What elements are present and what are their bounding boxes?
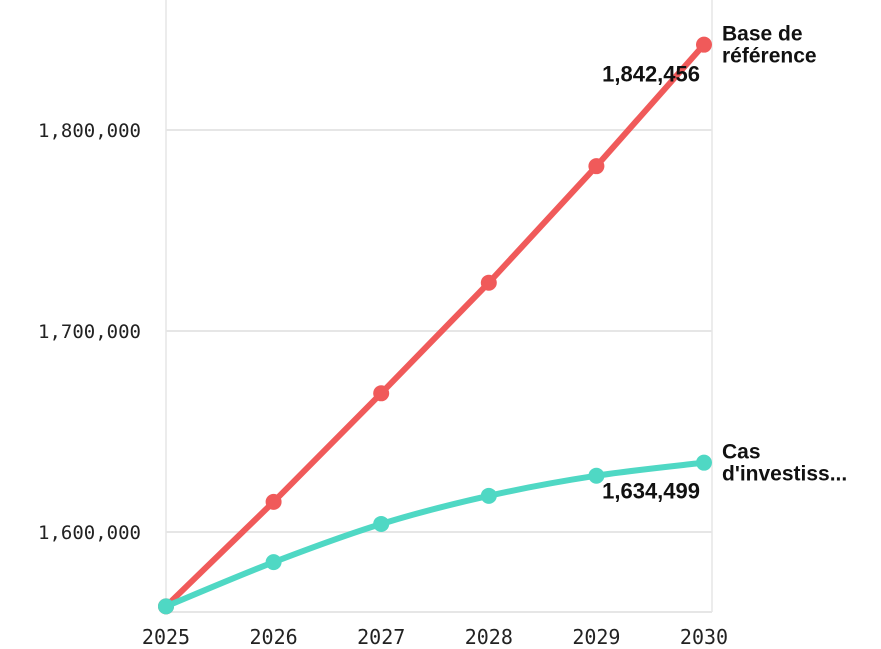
- data-point: [696, 454, 712, 471]
- y-tick-label: 1,600,000: [38, 522, 141, 544]
- labels-group: Base de référence 1,842,456 Cas d'investiss.…: [602, 23, 847, 504]
- x-tick-label: 2030: [680, 625, 728, 649]
- series-name-label: Base de référence: [722, 23, 817, 68]
- x-tick-label: 2025: [142, 625, 190, 649]
- data-point: [373, 515, 390, 532]
- x-tick-label: 2028: [465, 625, 513, 649]
- data-point: [265, 493, 282, 510]
- data-point: [588, 158, 605, 175]
- y-tick-label: 1,700,000: [38, 321, 141, 343]
- x-tick-label: 2027: [357, 625, 405, 649]
- y-tick-label: 1,800,000: [38, 120, 141, 142]
- axes: 1,600,000 1,700,000 1,800,000 2025 2026 2027 2…: [38, 120, 728, 649]
- x-tick-label: 2029: [572, 625, 620, 649]
- data-point: [588, 467, 605, 484]
- series-value-label: 1,842,456: [602, 62, 700, 87]
- series-group: [158, 36, 712, 615]
- data-point: [480, 274, 497, 291]
- series-line: [163, 459, 707, 610]
- data-point: [373, 385, 390, 402]
- series-name-label: Cas d'investiss...: [722, 441, 847, 486]
- series-value-label: 1,634,499: [602, 479, 700, 504]
- data-point: [265, 554, 282, 571]
- data-point: [696, 36, 712, 53]
- x-tick-label: 2026: [250, 625, 298, 649]
- series-line: [163, 41, 707, 610]
- data-point: [158, 598, 174, 615]
- gridlines: [165, 0, 713, 612]
- data-point: [480, 487, 497, 504]
